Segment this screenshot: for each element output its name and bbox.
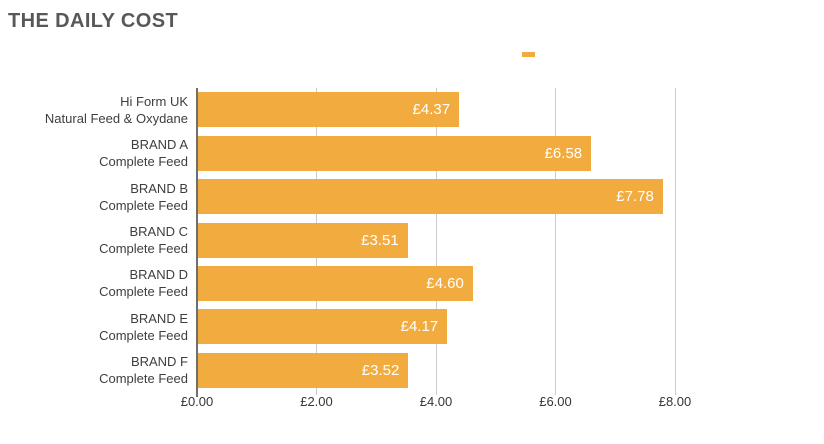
category-label: BRAND A Complete Feed	[0, 136, 188, 170]
bar-value-label: £4.60	[426, 274, 464, 292]
bar-value-label: £3.52	[361, 361, 400, 379]
bar-value-label: £6.58	[544, 144, 583, 162]
category-label: BRAND F Complete Feed	[0, 353, 188, 387]
category-label-line: BRAND F	[130, 354, 188, 370]
category-label-line: Complete Feed	[99, 284, 188, 300]
category-label: BRAND B Complete Feed	[0, 180, 188, 214]
bar-1: £4.37	[198, 92, 460, 128]
bar-3: £7.78	[198, 179, 663, 215]
category-label: BRAND D Complete Feed	[0, 266, 188, 300]
category-label-line: BRAND C	[129, 224, 188, 239]
chart-title: THE DAILY COST	[8, 10, 179, 32]
gridline	[555, 88, 556, 395]
bar-5: £4.60	[198, 265, 473, 301]
category-label-line: Complete Feed	[99, 241, 188, 256]
bar-2: £6.58	[198, 135, 592, 171]
category-label: Hi Form UK Natural Feed & Oxydane	[0, 93, 188, 127]
category-label-line: BRAND B	[130, 180, 188, 196]
category-label-line: Hi Form UK	[120, 93, 188, 109]
category-label-line: BRAND E	[130, 310, 188, 326]
category-label-line: Complete Feed	[99, 197, 188, 213]
category-label-line: Natural Feed & Oxydane	[44, 110, 188, 126]
gridline	[674, 88, 676, 395]
gridline	[435, 88, 437, 395]
category-label: BRAND C Complete Feed	[0, 223, 188, 257]
x-axis-tick-label: £8.00	[658, 394, 692, 409]
bar-value-label: £7.78	[616, 188, 654, 206]
y-axis-line	[196, 88, 198, 397]
category-label: BRAND E Complete Feed	[0, 310, 188, 344]
x-axis-tick-label: £0.00	[180, 394, 214, 409]
bar-value-label: £4.37	[412, 101, 451, 119]
category-label-line: Complete Feed	[99, 371, 188, 387]
bar-6: £4.17	[198, 309, 448, 345]
category-label-line: Complete Feed	[99, 327, 188, 343]
category-label-line: Complete Feed	[99, 154, 188, 170]
x-axis-tick-label: £2.00	[300, 394, 333, 409]
category-label-line: BRAND D	[129, 267, 188, 283]
x-axis-tick-label: £4.00	[419, 394, 453, 409]
x-axis-tick-label: £6.00	[539, 394, 572, 409]
bar-value-label: £3.51	[361, 231, 399, 249]
legend-marker	[522, 52, 535, 57]
bar-value-label: £4.17	[400, 318, 439, 336]
category-label-line: BRAND A	[130, 137, 188, 153]
bar-7: £3.52	[198, 352, 409, 388]
bar-4: £3.51	[198, 222, 408, 258]
